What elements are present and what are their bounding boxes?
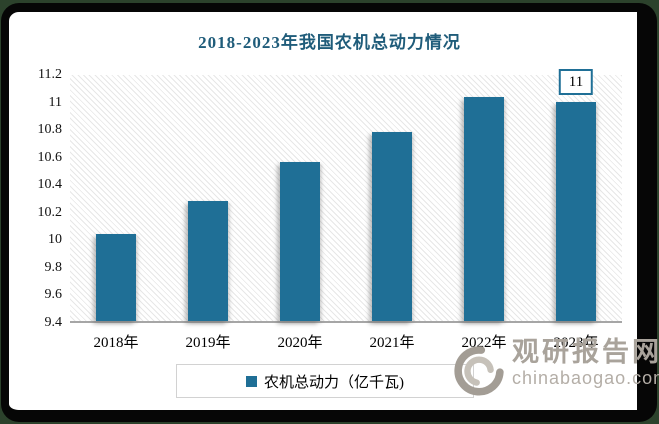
bar-2021年 <box>372 132 412 321</box>
bar-2019年 <box>188 200 228 321</box>
bar-2023年 <box>555 102 596 321</box>
bar-data-label: 11 <box>558 69 594 96</box>
x-tick-label: 2021年 <box>369 335 415 351</box>
plot-area: 11 <box>70 69 622 323</box>
x-tick-label: 2022年 <box>461 335 507 351</box>
y-tick-label: 10.6 <box>37 149 63 165</box>
legend-label: 农机总动力（亿千瓦) <box>264 374 404 391</box>
y-tick-label: 9.4 <box>44 315 63 330</box>
y-tick-label: 9.6 <box>44 287 63 303</box>
y-tick-label: 10.4 <box>37 177 63 193</box>
x-axis: 2018年 2019年 2020年 2021年 2022年 2023年 <box>70 331 622 353</box>
y-tick-label: 10 <box>48 232 62 248</box>
y-tick-label: 10.2 <box>37 204 63 220</box>
legend-swatch-icon <box>246 375 257 387</box>
y-tick-label: 10.8 <box>37 122 63 138</box>
bar-2020年 <box>280 162 320 321</box>
bar-2018年 <box>95 233 136 321</box>
y-tick-label: 9.8 <box>44 259 63 275</box>
x-tick-label: 2018年 <box>93 335 139 351</box>
chart-title: 2018-2023年我国农机总动力情况 <box>198 33 461 52</box>
x-tick-label: 2023年 <box>553 335 599 351</box>
y-tick-label: 11.2 <box>38 67 62 82</box>
bar-2022年 <box>464 96 504 321</box>
x-tick-label: 2020年 <box>277 335 323 351</box>
y-axis: 9.4 9.6 9.8 10 10.2 10.4 10.6 10.8 11 11.2 <box>0 68 63 330</box>
legend: 农机总动力（亿千瓦) <box>176 364 474 398</box>
x-tick-label: 2019年 <box>185 335 231 351</box>
y-tick-label: 11 <box>48 94 62 110</box>
